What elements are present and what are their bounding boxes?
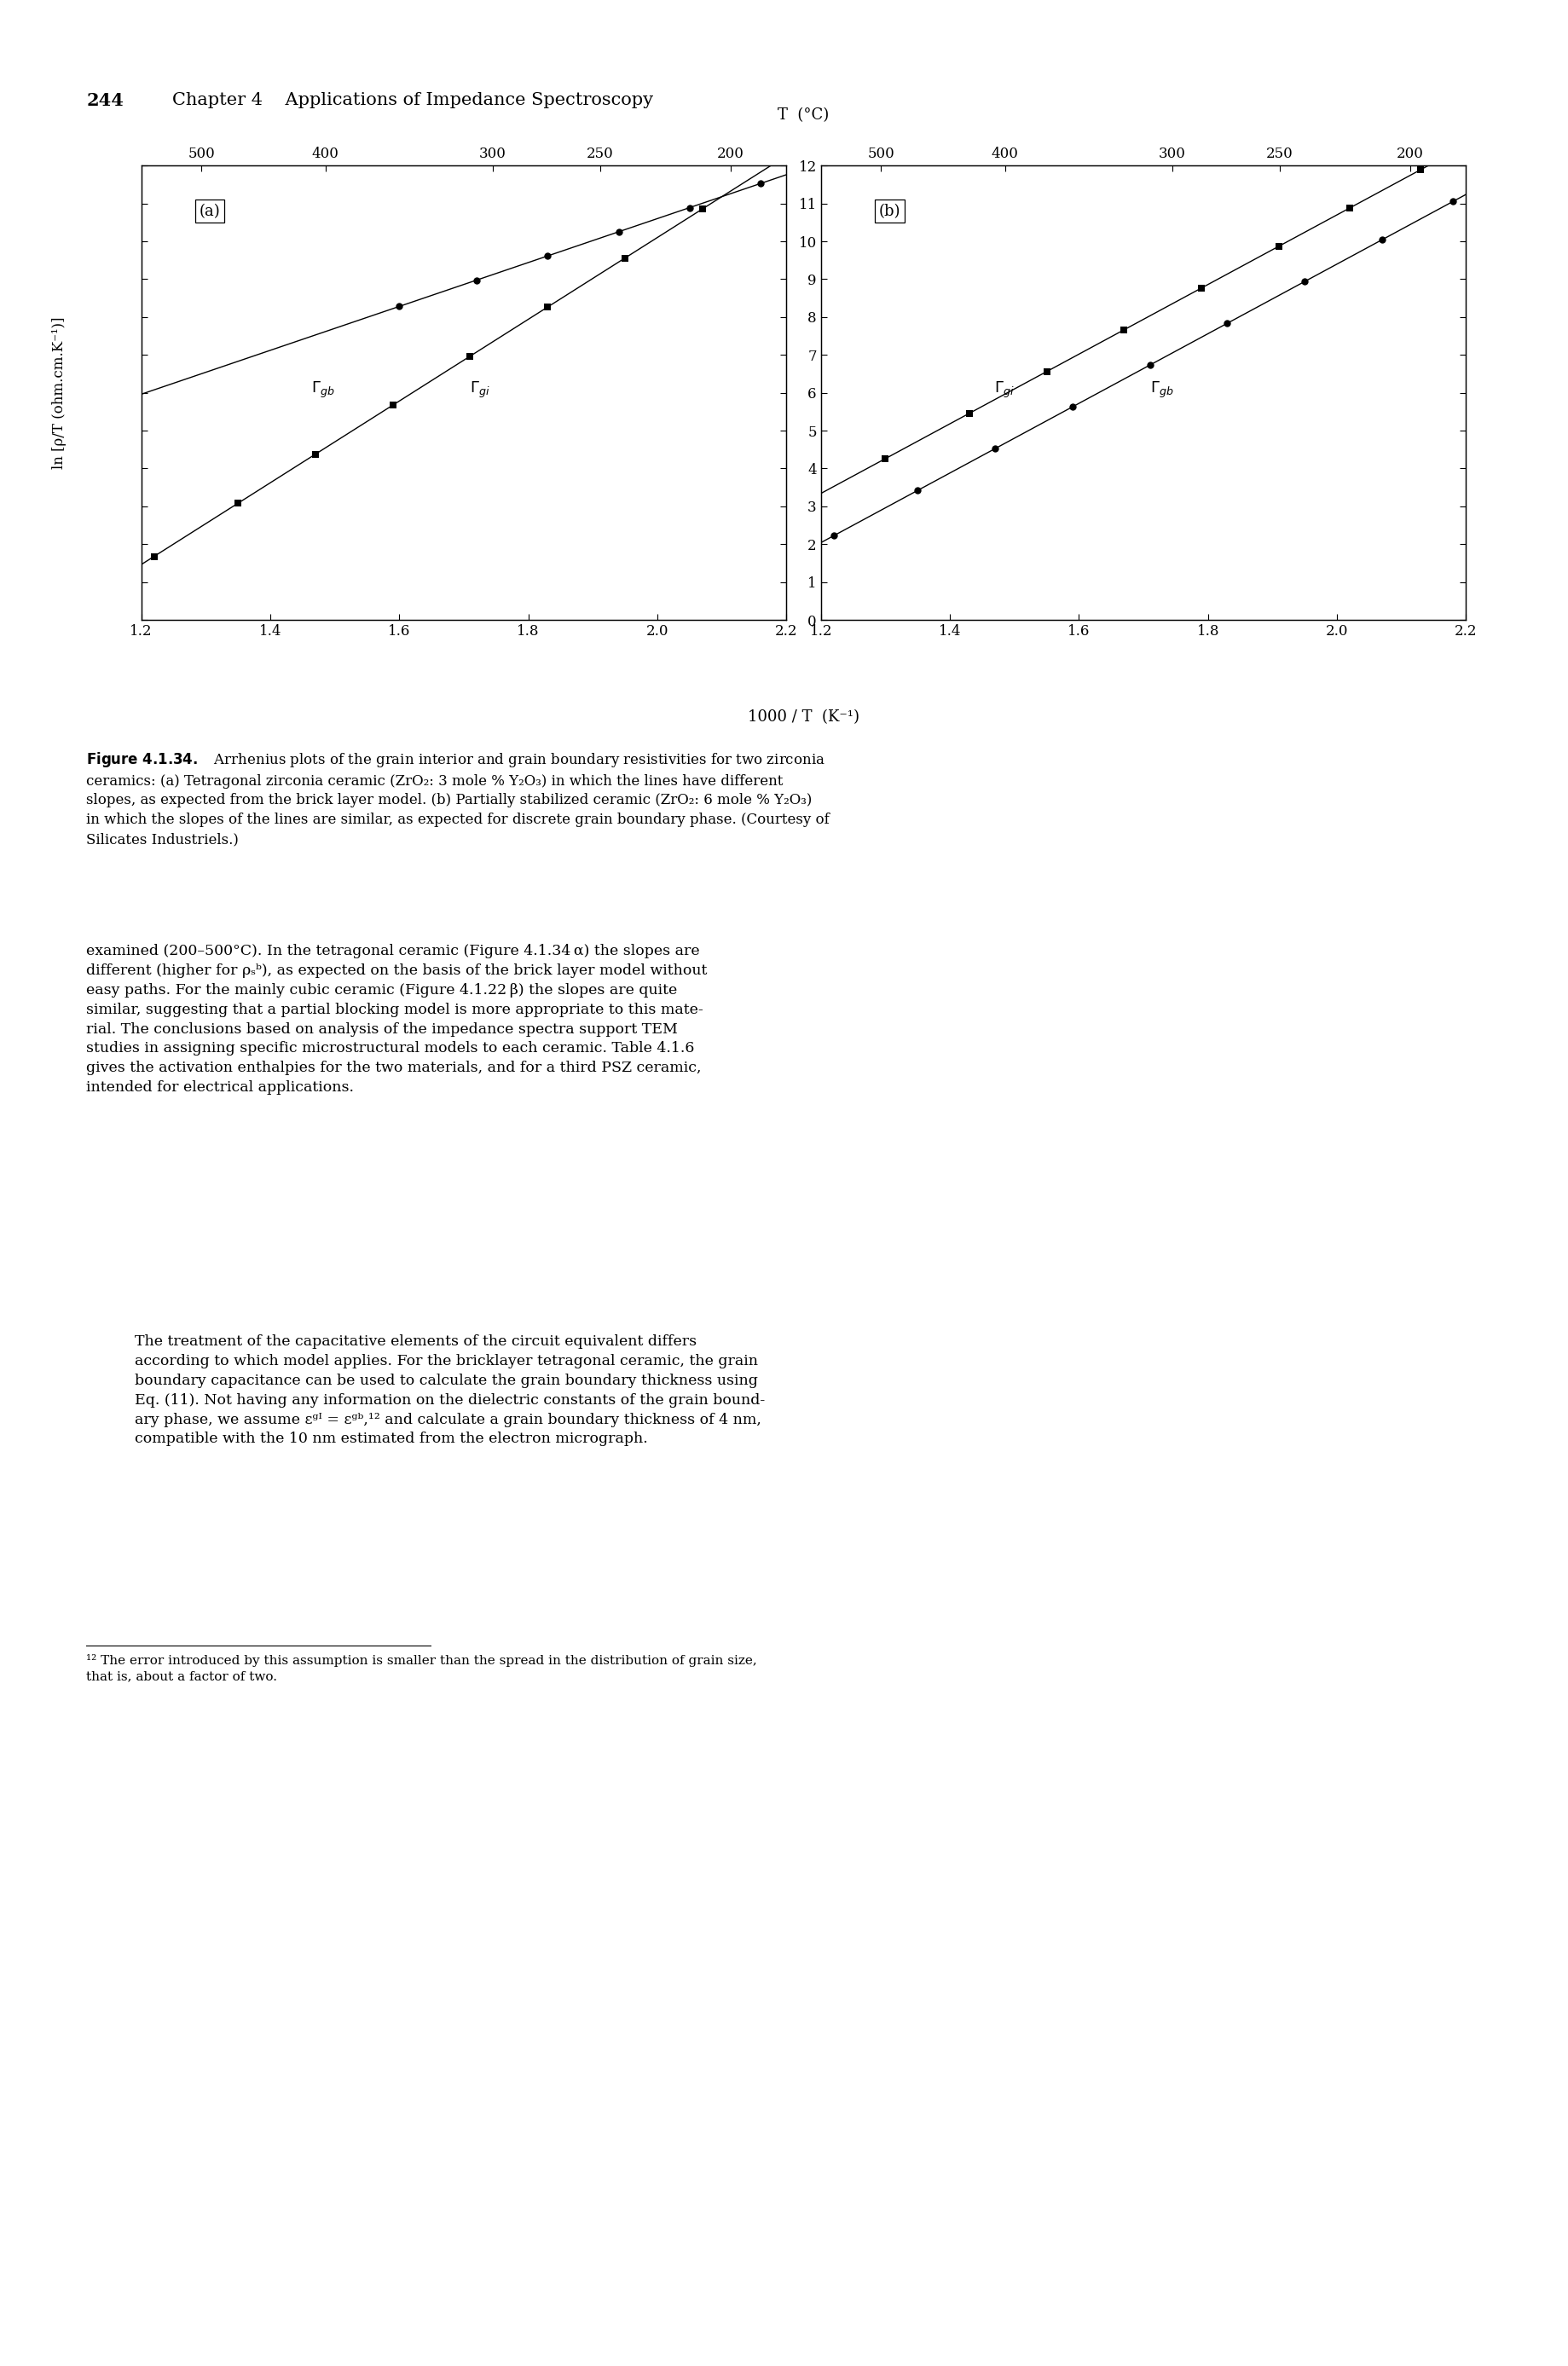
Text: 1000 / T  (K⁻¹): 1000 / T (K⁻¹) <box>748 710 859 724</box>
Text: $\mathit{\Gamma}_{gb}$: $\mathit{\Gamma}_{gb}$ <box>1149 381 1173 400</box>
Text: T  (°C): T (°C) <box>778 109 829 123</box>
Text: (b): (b) <box>880 203 900 220</box>
Text: $\mathit{\Gamma}_{gi}$: $\mathit{\Gamma}_{gi}$ <box>470 381 491 400</box>
Text: (a): (a) <box>199 203 220 220</box>
Text: $\mathit{\Gamma}_{gi}$: $\mathit{\Gamma}_{gi}$ <box>994 381 1014 400</box>
Text: $\mathit{\Gamma}_{gb}$: $\mathit{\Gamma}_{gb}$ <box>310 381 334 400</box>
Text: The treatment of the capacitative elements of the circuit equivalent differs
acc: The treatment of the capacitative elemen… <box>135 1334 765 1446</box>
Text: ¹² The error introduced by this assumption is smaller than the spread in the dis: ¹² The error introduced by this assumpti… <box>86 1654 757 1682</box>
Text: ln [ρ/T (ohm.cm.K⁻¹)]: ln [ρ/T (ohm.cm.K⁻¹)] <box>52 317 67 468</box>
Text: $\bf{Figure\ 4.1.34.}$   Arrhenius plots of the grain interior and grain boundar: $\bf{Figure\ 4.1.34.}$ Arrhenius plots o… <box>86 750 829 847</box>
Text: Chapter 4    Applications of Impedance Spectroscopy: Chapter 4 Applications of Impedance Spec… <box>172 92 654 109</box>
Text: 244: 244 <box>86 92 124 109</box>
Text: examined (200–500°C). In the tetragonal ceramic (Figure 4.1.34 α) the slopes are: examined (200–500°C). In the tetragonal … <box>86 944 707 1095</box>
